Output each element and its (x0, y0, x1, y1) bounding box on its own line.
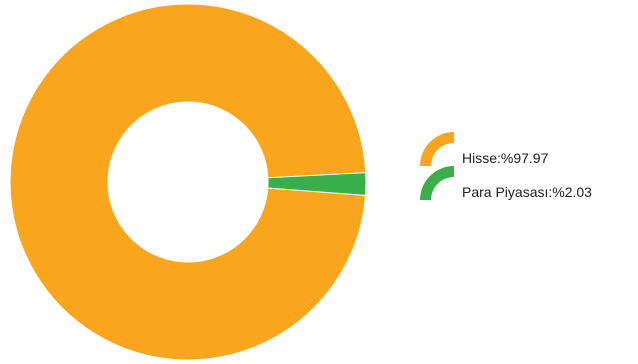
legend-label: Hisse:%97.97 (462, 150, 549, 166)
legend-item-para-piyasasi[interactable]: Para Piyasası:%2.03 (420, 166, 592, 200)
legend-swatch (420, 166, 454, 200)
slices-group (9, 3, 367, 361)
legend-item-hisse[interactable]: Hisse:%97.97 (420, 132, 549, 166)
legend-swatch (420, 132, 454, 166)
pie-slice-hisse[interactable] (9, 3, 367, 361)
pie-slice-para-piyasasi[interactable] (267, 172, 367, 196)
legend-label: Para Piyasası:%2.03 (462, 184, 592, 200)
legend: Hisse:%97.97 Para Piyasası:%2.03 (420, 132, 592, 200)
